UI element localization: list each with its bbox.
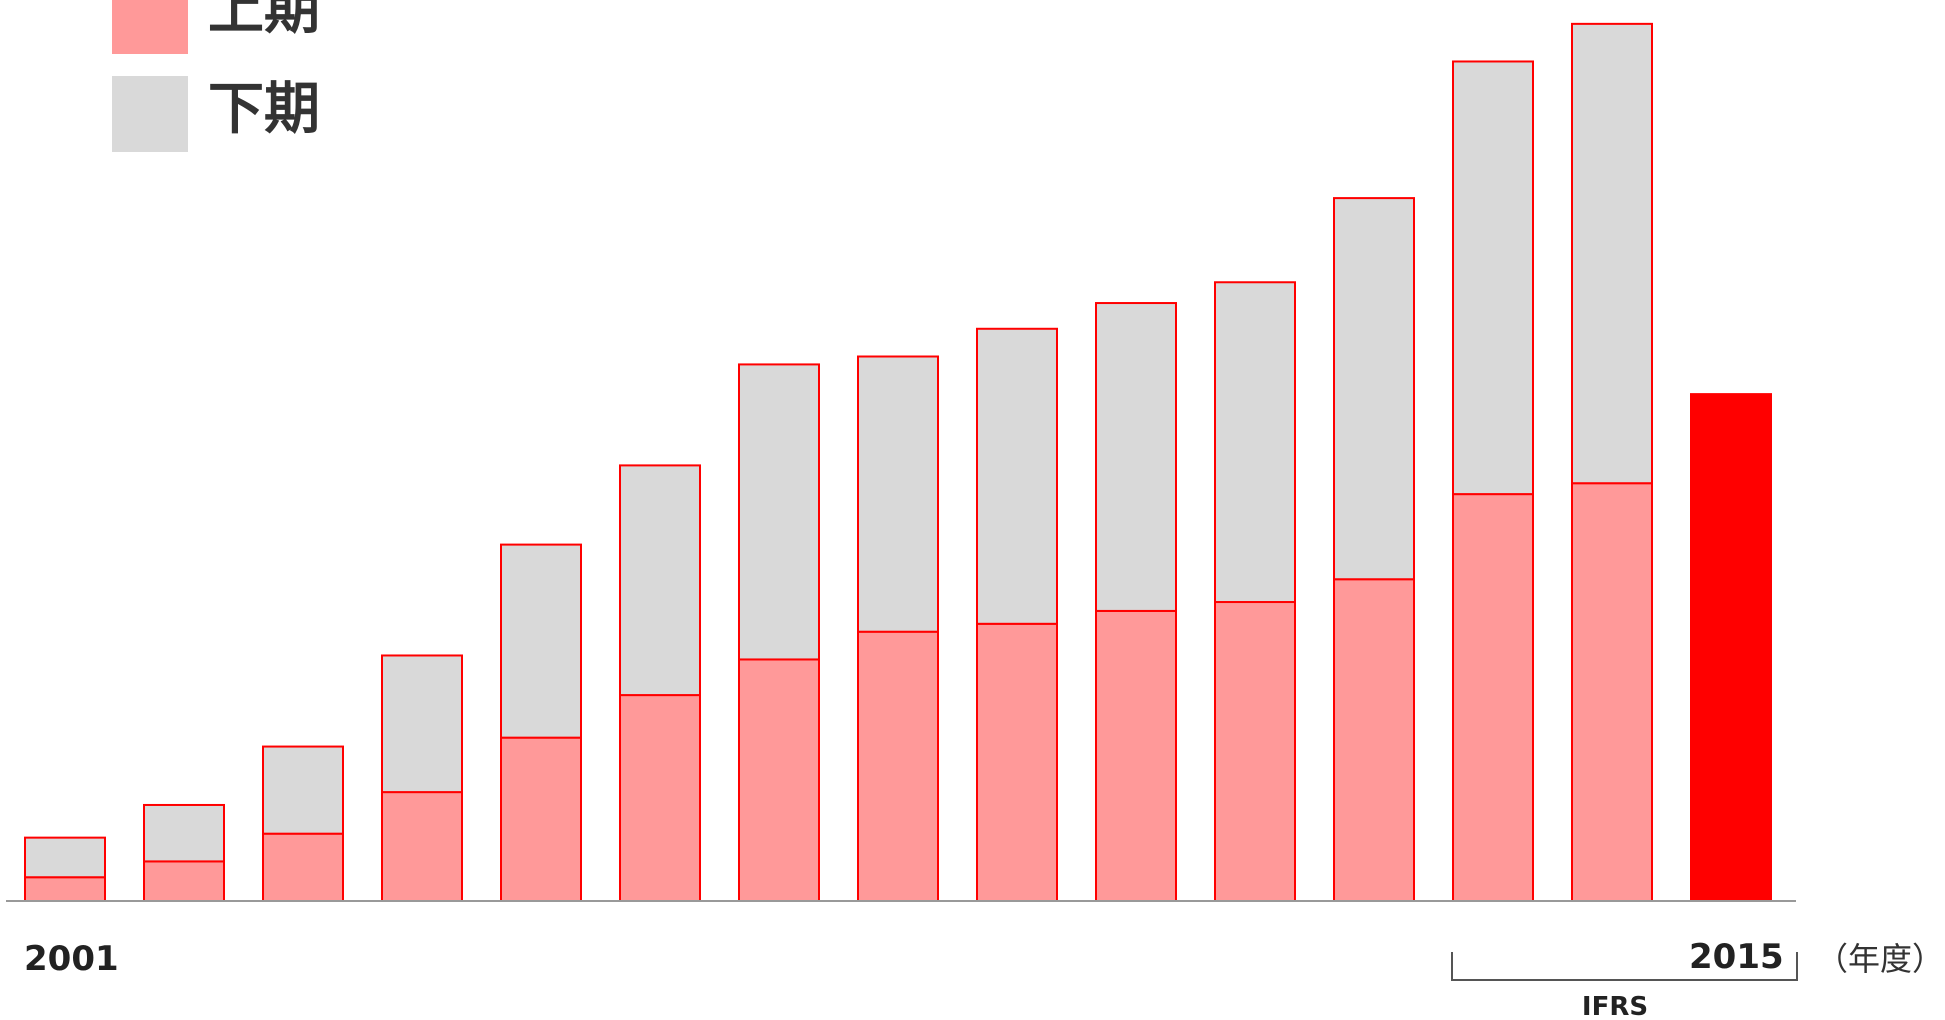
x-tick-label-last: 2015: [1689, 937, 1784, 977]
bar-2006-first-half: [619, 694, 701, 903]
ifrs-label: IFRS: [1582, 992, 1648, 1020]
bar-2006-second-half: [619, 464, 701, 697]
bar-2004-second-half: [381, 654, 463, 794]
bar-2008-first-half: [857, 630, 939, 902]
legend-label-first-half: 上期: [208, 0, 320, 42]
bar-2004-first-half: [381, 791, 463, 902]
legend-swatch-first-half: [112, 0, 188, 54]
legend-label-second-half: 下期: [208, 77, 320, 142]
bar-2001-second-half: [24, 836, 106, 879]
bar-2005-first-half: [500, 736, 582, 903]
bar-2001-first-half: [24, 876, 106, 902]
bar-2012-first-half: [1333, 578, 1415, 902]
bar-2007-second-half: [738, 363, 820, 661]
legend-swatch-second-half: [112, 76, 188, 152]
bar-2014-first-half: [1571, 482, 1653, 902]
bar-2008-second-half: [857, 355, 939, 633]
bar-2002-second-half: [143, 803, 225, 863]
bar-2013-first-half: [1452, 493, 1534, 902]
bar-2010-first-half: [1095, 609, 1177, 902]
bar-2013-second-half: [1452, 60, 1534, 496]
bar-2011-second-half: [1214, 281, 1296, 604]
bar-2010-second-half: [1095, 302, 1177, 612]
x-tick-label-first: 2001: [24, 939, 119, 979]
bar-2012-second-half: [1333, 197, 1415, 581]
bar-2015-first-half: [1690, 393, 1772, 902]
ifrs-bracket: IFRS: [1451, 952, 1798, 1020]
bar-2003-second-half: [262, 745, 344, 835]
bar-2003-first-half: [262, 832, 344, 902]
bar-2007-first-half: [738, 658, 820, 902]
bars-group: [24, 22, 1772, 903]
unit-label: （年度）: [1816, 940, 1944, 978]
bar-2014-second-half: [1571, 22, 1653, 485]
bar-2011-first-half: [1214, 601, 1296, 903]
ifrs-bracket-line: [1451, 952, 1798, 981]
bar-2009-second-half: [976, 327, 1058, 625]
bar-2002-first-half: [143, 860, 225, 903]
bar-2005-second-half: [500, 543, 582, 739]
legend: 上期 下期: [112, 0, 320, 152]
bar-2009-first-half: [976, 622, 1058, 902]
